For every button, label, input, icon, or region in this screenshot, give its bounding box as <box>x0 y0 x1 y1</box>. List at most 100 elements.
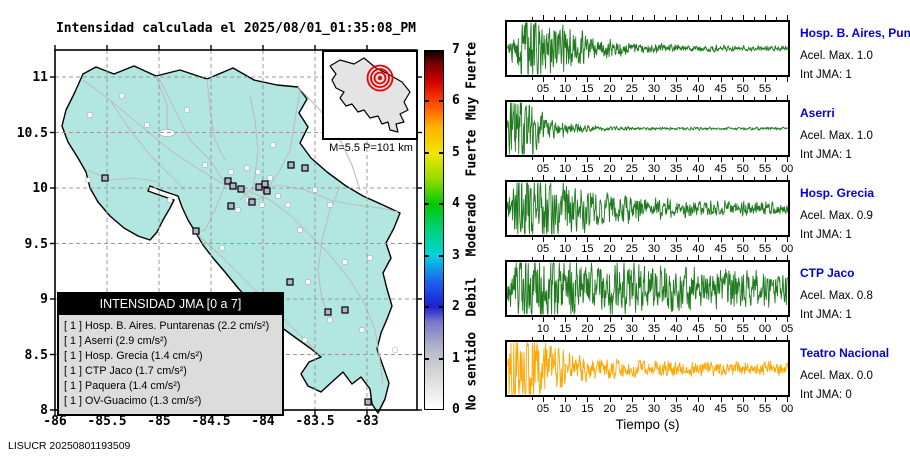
time-tick-label: 50 <box>736 403 749 415</box>
colorbar-tick-label: 6 <box>452 93 460 109</box>
time-tick-label: 45 <box>714 163 727 175</box>
waveform-tick <box>587 175 589 180</box>
waveform-tick <box>776 77 778 80</box>
legend-item: [ 1 ] Paquera (1.4 cm/s²) <box>64 380 181 392</box>
waveform-tick <box>720 397 722 402</box>
colorbar-tick-label: 2 <box>452 299 460 315</box>
waveform-tick <box>587 157 589 162</box>
time-tick-label: 25 <box>625 403 638 415</box>
colorbar-tick-mark <box>424 357 429 360</box>
time-tick-label: 45 <box>714 403 727 415</box>
waveform-tick <box>731 17 733 20</box>
waveform-panel <box>505 260 790 317</box>
waveform-tick <box>531 257 533 260</box>
x-axis-label: -86 <box>43 414 67 429</box>
waveform-tick <box>554 397 556 400</box>
waveform-tick <box>531 397 533 400</box>
report-id: LISUCR 20250801193509 <box>8 440 131 452</box>
waveform-tick <box>720 157 722 162</box>
time-tick-label: 50 <box>714 323 727 335</box>
waveform-tick <box>687 257 689 260</box>
waveform-tick <box>665 337 667 340</box>
time-tick-label: 00 <box>758 323 772 335</box>
waveform-tick <box>543 335 544 340</box>
time-tick-label: 05 <box>536 163 550 175</box>
time-tick-label: 05 <box>536 403 550 415</box>
waveform-tick <box>731 157 733 160</box>
time-tick-label: 00 <box>781 163 794 175</box>
legend-item: [ 1 ] Hosp. B. Aires. Puntarenas (2.2 cm… <box>64 320 270 332</box>
waveform-tick <box>676 95 678 100</box>
waveform-tick <box>631 237 633 242</box>
waveform-tick <box>698 237 700 242</box>
waveform-trace <box>506 262 789 315</box>
time-tick-label: 00 <box>781 243 794 255</box>
waveform-tick <box>687 157 689 160</box>
waveform-tick <box>720 15 722 20</box>
waveform-tick <box>753 257 755 260</box>
waveform-tick <box>576 17 578 20</box>
waveform-tick <box>554 177 556 180</box>
legend-item: [ 1 ] OV-Guacimo (1.3 cm/s²) <box>64 395 202 407</box>
waveform-tick <box>676 15 678 20</box>
waveform-tick <box>565 15 567 20</box>
waveform-tick <box>587 95 589 100</box>
y-axis-label: 9.5 <box>24 236 48 252</box>
int-jma-value: Int JMA: 1 <box>800 149 852 161</box>
waveform-tick <box>642 17 644 20</box>
time-tick-label: 10 <box>559 403 572 415</box>
waveform-tick <box>687 317 689 320</box>
colorbar-tick-label: 1 <box>452 350 460 366</box>
waveform-tick <box>687 397 689 400</box>
waveform-tick <box>609 15 611 20</box>
time-tick-label: 15 <box>581 83 594 95</box>
waveform-tick <box>765 317 766 322</box>
waveform-tick <box>654 15 655 20</box>
waveform-tick <box>576 337 578 340</box>
waveform-tick <box>709 397 711 400</box>
waveform-tick <box>698 77 700 82</box>
waveform-tick <box>753 17 755 20</box>
waveform-tick <box>620 397 622 400</box>
waveform-tick <box>742 317 744 322</box>
waveform-tick <box>765 237 766 242</box>
time-tick-label: 10 <box>559 163 572 175</box>
time-tick-label: 30 <box>647 163 661 175</box>
colorbar-tick-label: 0 <box>452 402 460 417</box>
acel-max-value: Acel. Max. 0.8 <box>800 290 873 302</box>
waveform-tick <box>565 255 567 260</box>
waveform-tick <box>665 397 667 400</box>
waveform-tick <box>642 177 644 180</box>
waveform-tick <box>609 95 611 100</box>
waveform-tick <box>787 77 789 82</box>
waveform-tick <box>676 255 678 260</box>
waveform-tick <box>787 95 789 100</box>
time-tick-label: 50 <box>736 163 749 175</box>
waveform-tick <box>665 237 667 240</box>
time-tick-label: 55 <box>758 403 772 415</box>
waveform-tick <box>698 335 700 340</box>
waveform-tick <box>576 397 578 400</box>
inset-costa-rica-outline <box>329 57 411 133</box>
waveform-tick <box>598 177 600 180</box>
waveform-tick <box>676 397 678 402</box>
waveform-tick <box>576 157 578 160</box>
waveform-tick <box>587 317 589 322</box>
waveform-tick <box>554 317 556 320</box>
waveform-tick <box>587 77 589 82</box>
time-tick-label: 15 <box>581 163 594 175</box>
waveform-panel <box>505 180 790 237</box>
waveform-tick <box>587 335 589 340</box>
waveform-tick <box>631 157 633 162</box>
waveform-panel <box>505 340 790 397</box>
waveform-tick <box>709 177 711 180</box>
waveform-tick <box>765 175 766 180</box>
waveform-tick <box>631 15 633 20</box>
waveform-tick <box>620 237 622 240</box>
waveform-tick <box>598 17 600 20</box>
waveform-tick <box>665 257 667 260</box>
station-name: Teatro Nacional <box>800 346 890 360</box>
waveform-tick <box>753 97 755 100</box>
waveform-tick <box>654 95 655 100</box>
waveform-tick <box>642 97 644 100</box>
